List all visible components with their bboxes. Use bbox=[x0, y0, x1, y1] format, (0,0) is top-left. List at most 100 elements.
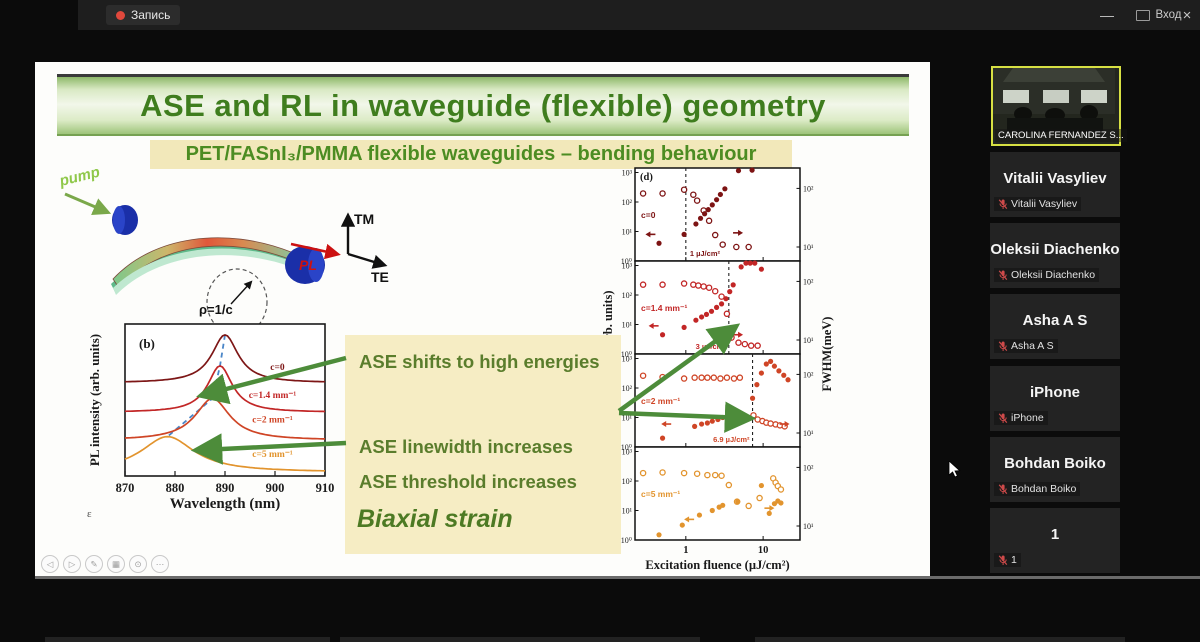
svg-text:900: 900 bbox=[266, 481, 285, 495]
svg-text:10¹: 10¹ bbox=[622, 321, 633, 330]
svg-text:10²: 10² bbox=[803, 370, 814, 379]
svg-text:10³: 10³ bbox=[622, 169, 633, 178]
stray-glyph: ε bbox=[87, 508, 92, 520]
slab-top-layer bbox=[112, 237, 295, 289]
conference-room-video bbox=[993, 68, 1115, 140]
right-roller-cap bbox=[308, 248, 324, 282]
pl-arrow bbox=[290, 242, 341, 260]
fluence-fwhm-chart: 10⁰ 10¹ 10² 10³ 10¹ 10² 1 µJ/cm² c=0 10⁰ 10¹ 10² 10… bbox=[603, 167, 834, 572]
participant-label: Asha A S bbox=[994, 339, 1058, 353]
participant-name: Bohdan Boiko bbox=[1004, 455, 1106, 472]
pump-label: pump bbox=[57, 164, 102, 191]
svg-text:890: 890 bbox=[216, 481, 235, 495]
svg-text:10²: 10² bbox=[803, 463, 814, 472]
participant-label-text: 1 bbox=[1011, 554, 1017, 566]
participant-label-text: Vitalii Vasyliev bbox=[1011, 198, 1078, 210]
svg-text:PL intensity (arb. units): PL intensity (arb. units) bbox=[87, 334, 102, 466]
svg-text:10³: 10³ bbox=[622, 355, 633, 364]
next-slide-button[interactable]: ▷ bbox=[63, 555, 81, 573]
close-button[interactable]: × bbox=[1182, 6, 1192, 24]
participant-label: 1 bbox=[994, 553, 1021, 567]
svg-text:1 µJ/cm²: 1 µJ/cm² bbox=[690, 249, 721, 258]
presentation-controls: ◁ ▷ ✎ ▦ ⊙ ⋯ bbox=[41, 555, 169, 573]
recording-label: Запись bbox=[131, 8, 171, 22]
muted-mic-icon bbox=[998, 554, 1008, 565]
participant-tile[interactable]: iPhone iPhone bbox=[990, 366, 1120, 431]
svg-text:10²: 10² bbox=[622, 291, 633, 300]
svg-text:FWHM(meV): FWHM(meV) bbox=[820, 317, 834, 392]
pen-tool-button[interactable]: ✎ bbox=[85, 555, 103, 573]
svg-text:10³: 10³ bbox=[622, 448, 633, 457]
svg-text:10¹: 10¹ bbox=[803, 522, 814, 531]
te-axis-arrow bbox=[347, 252, 388, 269]
svg-text:10⁰: 10⁰ bbox=[621, 257, 632, 266]
svg-text:Excitation fluence (µJ/cm²): Excitation fluence (µJ/cm²) bbox=[645, 558, 789, 572]
participant-label-text: Oleksii Diachenko bbox=[1011, 269, 1096, 281]
svg-text:10¹: 10¹ bbox=[803, 336, 814, 345]
screen-share-edge bbox=[35, 576, 1200, 579]
bottom-strip bbox=[45, 637, 330, 642]
svg-text:10²: 10² bbox=[803, 277, 814, 286]
login-button[interactable]: Вход bbox=[1130, 0, 1188, 30]
slide-grid-button[interactable]: ▦ bbox=[107, 555, 125, 573]
pl-label: PL bbox=[299, 257, 317, 273]
svg-text:10²: 10² bbox=[622, 198, 633, 207]
svg-text:c=0: c=0 bbox=[641, 210, 656, 220]
title-bar: Запись — Вход × bbox=[78, 0, 1200, 30]
bottom-strip bbox=[340, 637, 700, 642]
participant-label: Oleksii Diachenko bbox=[994, 268, 1100, 282]
rho-arrow bbox=[230, 280, 253, 305]
svg-text:c=1.4 mm⁻¹: c=1.4 mm⁻¹ bbox=[249, 391, 297, 401]
recording-badge: Запись bbox=[106, 5, 181, 25]
participant-name: Vitalii Vasyliev bbox=[1003, 170, 1107, 187]
participant-label: Vitalii Vasyliev bbox=[994, 197, 1082, 211]
rho-label: ρ=1/c bbox=[199, 302, 233, 317]
prev-slide-button[interactable]: ◁ bbox=[41, 555, 59, 573]
muted-mic-icon bbox=[998, 198, 1008, 209]
svg-text:6.9 µJ/cm²: 6.9 µJ/cm² bbox=[713, 435, 750, 444]
annotation-ase-shift: ASE shifts to high energies bbox=[359, 351, 600, 372]
shared-screen-slide: ASE and RL in waveguide (flexible) geome… bbox=[35, 62, 930, 578]
active-speaker-video-tile[interactable]: CAROLINA FERNANDEZ S... bbox=[991, 66, 1127, 146]
svg-text:c=5 mm⁻¹: c=5 mm⁻¹ bbox=[641, 489, 680, 499]
participant-name: iPhone bbox=[1029, 384, 1080, 401]
muted-mic-icon bbox=[998, 340, 1008, 351]
bottom-strip bbox=[755, 637, 1125, 642]
svg-text:c=2 mm⁻¹: c=2 mm⁻¹ bbox=[641, 396, 680, 406]
mouse-cursor bbox=[948, 461, 961, 478]
login-label: Вход bbox=[1155, 9, 1182, 21]
participant-tile[interactable]: Oleksii Diachenko Oleksii Diachenko bbox=[990, 223, 1120, 288]
participant-label: Bohdan Boiko bbox=[994, 482, 1081, 496]
svg-text:3 µJ/cm²: 3 µJ/cm² bbox=[696, 342, 727, 351]
more-options-button[interactable]: ⋯ bbox=[151, 555, 169, 573]
svg-text:c=5 mm⁻¹: c=5 mm⁻¹ bbox=[252, 450, 293, 460]
minimize-button[interactable]: — bbox=[1100, 7, 1114, 23]
pl-spectra-chart: 870 880 890 900 910 c=0 c=1.4 mm⁻¹ c=2 mm⁻¹ c=5 … bbox=[87, 323, 335, 512]
svg-text:10¹: 10¹ bbox=[622, 414, 633, 423]
svg-text:10¹: 10¹ bbox=[803, 429, 814, 438]
svg-text:10²: 10² bbox=[622, 384, 633, 393]
participant-name: 1 bbox=[1050, 526, 1060, 543]
svg-text:c=0: c=0 bbox=[270, 363, 285, 373]
participant-label-text: iPhone bbox=[1011, 412, 1044, 424]
annotation-ase-threshold: ASE threshold increases bbox=[359, 471, 577, 492]
svg-text:870: 870 bbox=[116, 481, 135, 495]
annotation-ase-linewidth: ASE linewidth increases bbox=[359, 436, 573, 457]
svg-text:(d): (d) bbox=[640, 172, 653, 183]
recording-dot-icon bbox=[116, 10, 125, 20]
participant-tile[interactable]: Bohdan Boiko Bohdan Boiko bbox=[990, 437, 1120, 502]
participant-tile[interactable]: Asha A S Asha A S bbox=[990, 294, 1120, 359]
svg-text:10: 10 bbox=[758, 545, 769, 556]
participant-tile[interactable]: 1 1 bbox=[990, 508, 1120, 573]
annotation-box: ASE shifts to high energies ASE linewidt… bbox=[345, 335, 621, 554]
zoom-tool-button[interactable]: ⊙ bbox=[129, 555, 147, 573]
participant-name: Oleksii Diachenko bbox=[990, 241, 1120, 258]
svg-text:910: 910 bbox=[316, 481, 335, 495]
svg-text:Wavelength (nm): Wavelength (nm) bbox=[170, 496, 280, 512]
svg-text:1: 1 bbox=[683, 545, 688, 556]
slab-substrate bbox=[113, 248, 296, 295]
participant-tile[interactable]: Vitalii Vasyliev Vitalii Vasyliev bbox=[990, 152, 1120, 217]
muted-mic-icon bbox=[998, 412, 1008, 423]
pump-arrow bbox=[64, 192, 112, 215]
